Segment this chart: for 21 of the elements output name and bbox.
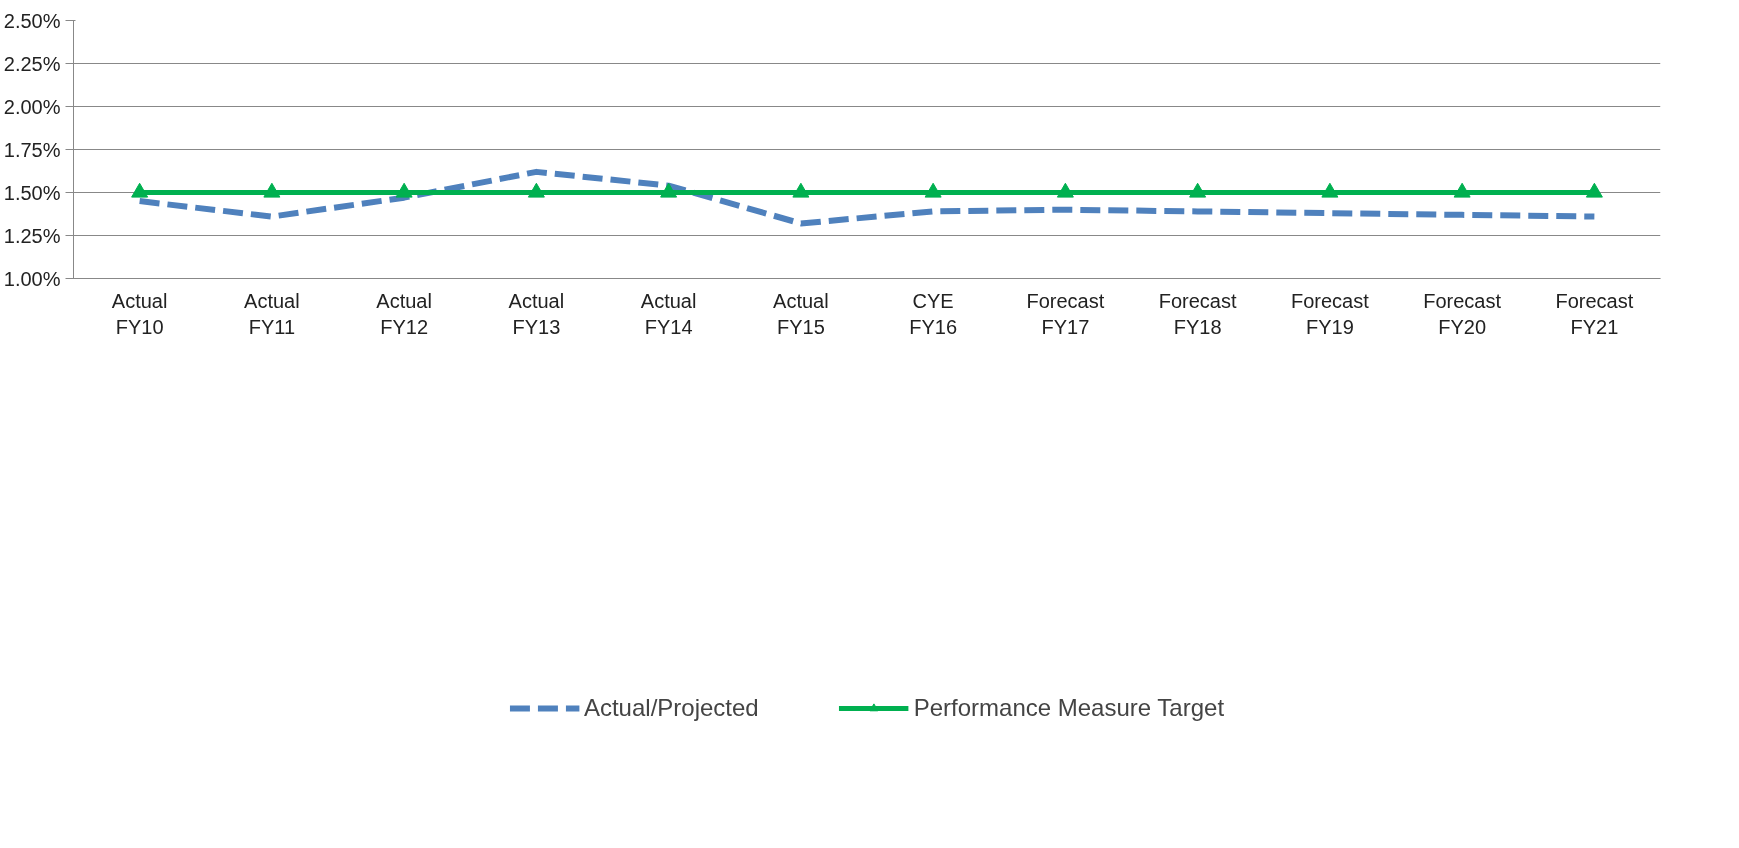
y-tick-label: 1.25% [3,224,61,247]
x-tick-label: Forecast FY20 [1423,289,1502,338]
y-tick-label: 2.00% [3,95,61,118]
y-tick-label: 2.50% [3,9,61,32]
x-tick-label: Forecast FY18 [1158,289,1237,338]
y-tick-label: 1.50% [3,181,61,204]
x-tick-label: Forecast FY19 [1290,289,1370,338]
y-tick-label: 1.00% [3,267,61,290]
x-tick-label: Forecast FY17 [1026,289,1105,338]
x-tick-label: Actual FY14 [640,289,697,338]
x-tick-label: Actual FY11 [244,289,300,338]
y-tick-label: 1.75% [3,138,61,161]
x-tick-label: Actual FY13 [508,289,565,338]
legend-label: Performance Measure Target [913,694,1225,722]
x-tick-label: Actual FY12 [376,289,432,338]
y-tick-label: 2.25% [3,52,61,75]
x-tick-label: Actual FY10 [111,289,168,338]
legend-label: Actual/Projected [583,694,759,722]
x-tick-label: Actual FY15 [773,289,829,338]
x-tick-label: CYE FY16 [909,289,958,338]
x-tick-label: Forecast FY21 [1555,289,1634,338]
